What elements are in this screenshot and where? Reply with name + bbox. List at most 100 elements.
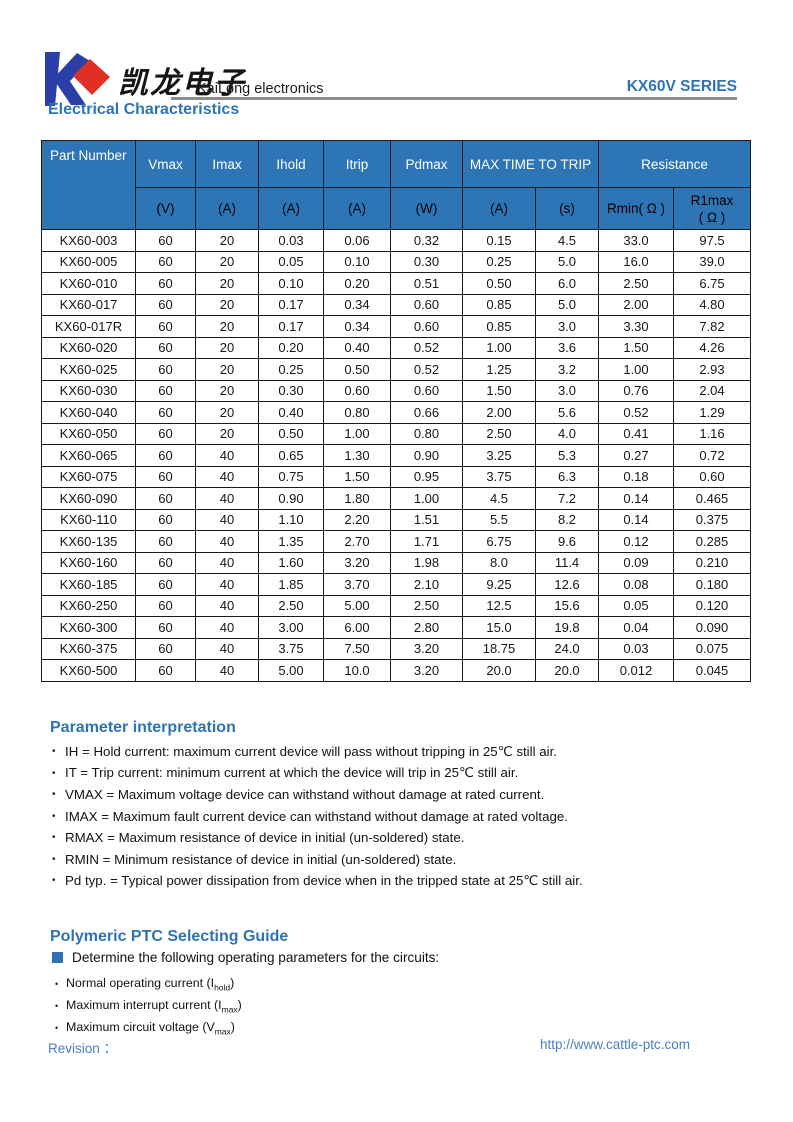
- imax-cell: 20: [195, 336, 259, 359]
- parameter-list: • IH = Hold current: maximum current dev…: [52, 741, 752, 892]
- guide-text-post: ): [237, 997, 242, 1012]
- vmax-cell: 60: [135, 530, 196, 553]
- itrip-cell: 0.50: [323, 358, 391, 381]
- vmax-cell: 60: [135, 659, 196, 682]
- rmin-cell: 0.03: [598, 637, 674, 660]
- parameter-bullet: • IT = Trip current: minimum current at …: [52, 763, 752, 785]
- pdmax-cell: 1.51: [390, 508, 463, 531]
- table-row: KX60-017R 60 20 0.17 0.34 0.60 0.85 3.0 …: [41, 315, 752, 338]
- part-number-cell: KX60-017: [41, 293, 136, 316]
- vmax-cell: 60: [135, 551, 196, 574]
- itrip-cell: 0.40: [323, 336, 391, 359]
- website-link[interactable]: http://www.cattle-ptc.com: [540, 1037, 691, 1052]
- trip-current-cell: 5.5: [462, 508, 536, 531]
- col-header-resistance: Resistance: [597, 140, 752, 188]
- trip-current-cell: 4.5: [462, 487, 536, 510]
- imax-cell: 40: [195, 637, 259, 660]
- itrip-cell: 2.20: [323, 508, 391, 531]
- itrip-cell: 1.00: [323, 422, 391, 445]
- r1max-cell: 0.210: [672, 551, 752, 574]
- unit-r1max-ohms: ( Ω ): [698, 209, 726, 225]
- ihold-cell: 1.85: [258, 573, 324, 596]
- imax-cell: 20: [195, 229, 259, 252]
- ihold-cell: 0.17: [258, 315, 324, 338]
- trip-time-cell: 3.6: [535, 336, 599, 359]
- rmin-cell: 0.76: [598, 379, 674, 402]
- itrip-cell: 0.60: [323, 379, 391, 402]
- part-number-cell: KX60-075: [41, 465, 136, 488]
- guide-bullet: • Normal operating current (Ihold): [55, 973, 242, 995]
- ihold-cell: 0.65: [258, 444, 324, 467]
- trip-current-cell: 0.25: [462, 250, 536, 273]
- ihold-cell: 3.00: [258, 616, 324, 639]
- bullet-dot-icon: •: [55, 979, 59, 989]
- vmax-cell: 60: [135, 422, 196, 445]
- trip-current-cell: 0.85: [462, 293, 536, 316]
- itrip-cell: 0.80: [323, 401, 391, 424]
- blue-square-icon: [52, 952, 63, 963]
- ihold-cell: 0.75: [258, 465, 324, 488]
- part-number-cell: KX60-003: [41, 229, 136, 252]
- pdmax-cell: 1.00: [390, 487, 463, 510]
- electrical-characteristics-title: Electrical Characteristics: [48, 101, 240, 118]
- trip-current-cell: 0.15: [462, 229, 536, 252]
- ihold-cell: 5.00: [258, 659, 324, 682]
- pdmax-cell: 0.32: [390, 229, 463, 252]
- pdmax-cell: 0.60: [390, 379, 463, 402]
- trip-time-cell: 7.2: [535, 487, 599, 510]
- part-number-cell: KX60-375: [41, 637, 136, 660]
- part-number-cell: KX60-160: [41, 551, 136, 574]
- imax-cell: 40: [195, 594, 259, 617]
- rmin-cell: 0.14: [598, 508, 674, 531]
- vmax-cell: 60: [135, 465, 196, 488]
- trip-time-cell: 5.3: [535, 444, 599, 467]
- col-header-max-time-to-trip: MAX TIME TO TRIP: [462, 140, 599, 188]
- table-row: KX60-050 60 20 0.50 1.00 0.80 2.50 4.0 0…: [41, 422, 752, 445]
- table-row: KX60-065 60 40 0.65 1.30 0.90 3.25 5.3 0…: [41, 444, 752, 467]
- electrical-table-container: Part Number Vmax Imax Ihold Itrip Pdmax …: [41, 140, 752, 682]
- part-number-cell: KX60-040: [41, 401, 136, 424]
- pdmax-cell: 0.52: [390, 336, 463, 359]
- table-row: KX60-017 60 20 0.17 0.34 0.60 0.85 5.0 2…: [41, 293, 752, 316]
- parameter-text: RMAX = Maximum resistance of device in i…: [65, 830, 465, 846]
- guide-text-post: ): [230, 975, 235, 990]
- r1max-cell: 1.16: [672, 422, 752, 445]
- itrip-cell: 10.0: [323, 659, 391, 682]
- ihold-cell: 0.03: [258, 229, 324, 252]
- trip-current-cell: 0.85: [462, 315, 536, 338]
- pdmax-cell: 2.50: [390, 594, 463, 617]
- pdmax-cell: 0.60: [390, 315, 463, 338]
- trip-current-cell: 3.25: [462, 444, 536, 467]
- r1max-cell: 97.5: [672, 229, 752, 252]
- trip-current-cell: 20.0: [462, 659, 536, 682]
- imax-cell: 20: [195, 379, 259, 402]
- trip-time-cell: 3.0: [535, 315, 599, 338]
- table-row: KX60-135 60 40 1.35 2.70 1.71 6.75 9.6 0…: [41, 530, 752, 553]
- table-row: KX60-375 60 40 3.75 7.50 3.20 18.75 24.0…: [41, 637, 752, 660]
- bullet-dot-icon: •: [55, 1023, 59, 1033]
- rmin-cell: 0.04: [598, 616, 674, 639]
- guide-text: Maximum circuit voltage (Vmax): [66, 1020, 235, 1036]
- pdmax-cell: 0.60: [390, 293, 463, 316]
- itrip-cell: 0.20: [323, 272, 391, 295]
- parameter-bullet: • IMAX = Maximum fault current device ca…: [52, 806, 752, 828]
- trip-time-cell: 5.6: [535, 401, 599, 424]
- imax-cell: 40: [195, 508, 259, 531]
- trip-current-cell: 12.5: [462, 594, 536, 617]
- imax-cell: 20: [195, 401, 259, 424]
- unit-r1max-label: R1max: [690, 192, 734, 208]
- unit-pdmax: (W): [390, 187, 463, 230]
- trip-time-cell: 11.4: [535, 551, 599, 574]
- unit-imax: (A): [195, 187, 259, 230]
- guide-text-subscript: max: [214, 1026, 231, 1037]
- ihold-cell: 0.25: [258, 358, 324, 381]
- trip-time-cell: 24.0: [535, 637, 599, 660]
- table-row: KX60-005 60 20 0.05 0.10 0.30 0.25 5.0 1…: [41, 250, 752, 273]
- bullet-dot-icon: •: [52, 875, 56, 887]
- selecting-guide-title: Polymeric PTC Selecting Guide: [50, 928, 289, 945]
- trip-current-cell: 9.25: [462, 573, 536, 596]
- parameter-bullet: • VMAX = Maximum voltage device can with…: [52, 784, 752, 806]
- part-number-cell: KX60-025: [41, 358, 136, 381]
- vmax-cell: 60: [135, 272, 196, 295]
- unit-itrip: (A): [323, 187, 391, 230]
